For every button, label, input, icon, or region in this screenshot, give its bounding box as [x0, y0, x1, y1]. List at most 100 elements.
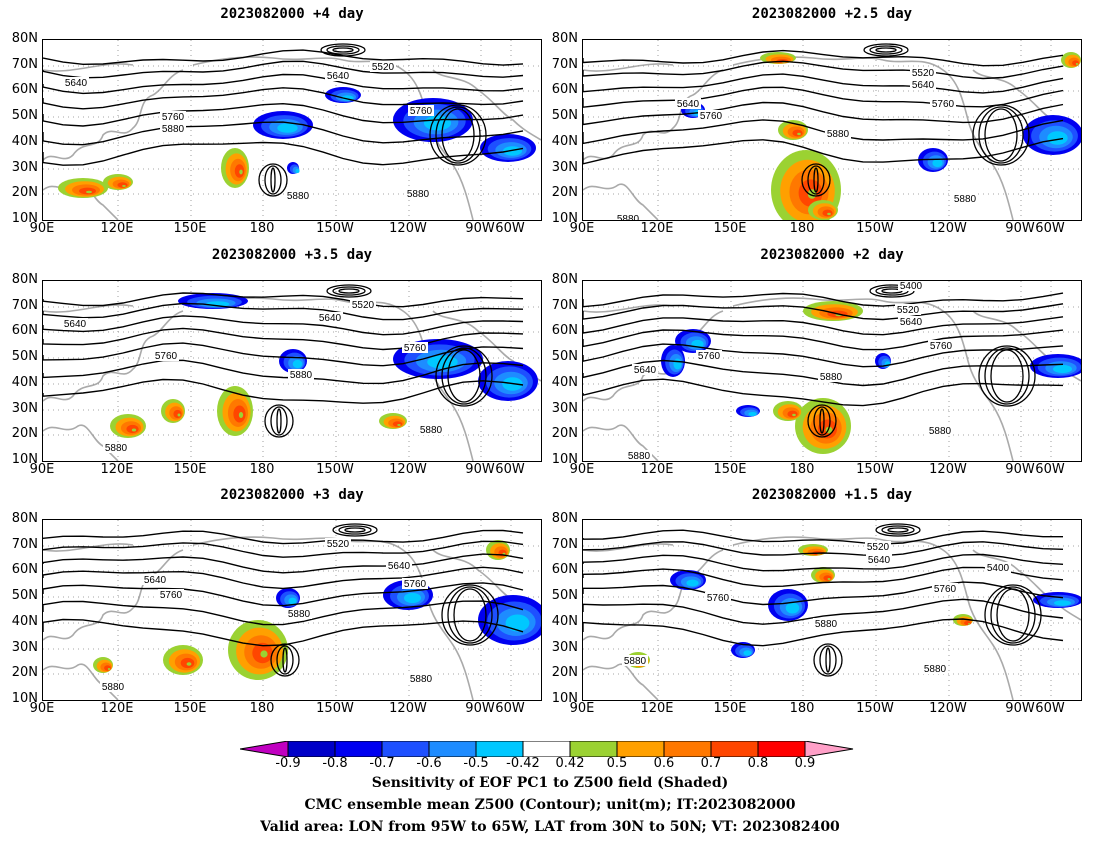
z500-contour-line: [583, 329, 1064, 351]
z500-contour-line: [43, 60, 524, 79]
lon-tick-label: 120E: [640, 701, 674, 716]
z500-closed-contour: [338, 525, 372, 535]
colorbar-segment: [428, 741, 477, 757]
lon-tick-label: 150W: [856, 701, 894, 716]
lat-tick-label: 70N: [551, 57, 578, 72]
contour-label-bg: [910, 79, 936, 90]
sensitivity-shading: [626, 544, 1081, 668]
z500-closed-contour: [875, 47, 897, 53]
sensitivity-patch: [1052, 364, 1073, 374]
lon-tick-label: 120W: [389, 221, 427, 236]
sensitivity-patch: [1047, 131, 1068, 145]
contour-label-bg: [160, 123, 186, 134]
colorbar-segment: [663, 741, 712, 757]
contour-label: 5400: [900, 281, 923, 292]
lat-tick-label: 80N: [11, 511, 38, 526]
lon-tick-label: 120E: [640, 221, 674, 236]
panel-title-2: 2023082000 +2.5 day: [751, 6, 913, 22]
contour-label: 5760: [410, 106, 433, 117]
map-panel-1: 5640 5760 5880 5880 5640 5520 5760 5880: [42, 39, 542, 221]
z500-closed-contour: [819, 408, 825, 434]
contour-label-bg: [62, 318, 88, 329]
z500-contour-line: [583, 292, 1064, 308]
sensitivity-patch: [748, 411, 757, 417]
sensitivity-patch: [104, 665, 111, 671]
contour-label-bg: [402, 578, 428, 589]
colorbar-tick-label: 0.8: [747, 756, 769, 771]
colorbar-segment: [381, 741, 430, 757]
lon-tick-label: 60W: [1035, 221, 1065, 236]
z500-contours: [43, 43, 524, 197]
coastline: [583, 63, 674, 72]
coastline: [192, 536, 344, 546]
z500-closed-contour: [984, 108, 1018, 162]
contour-label-bg: [100, 681, 126, 692]
z500-contour-line: [583, 49, 1064, 67]
contour-label-bg: [325, 70, 351, 81]
z500-contour-line: [43, 342, 524, 367]
lon-tick-label: 150E: [713, 701, 747, 716]
lat-tick-label: 20N: [551, 185, 578, 200]
lat-tick-label: 80N: [551, 31, 578, 46]
lat-tick-label: 30N: [551, 640, 578, 655]
panel-title-1: 2023082000 +4 day: [220, 6, 364, 22]
sensitivity-patch: [792, 413, 796, 417]
map-panel-6: 5520 5640 5400 5760 5760 5880 5880 5880: [582, 519, 1082, 701]
map-svg-6: 5520 5640 5400 5760 5760 5880 5880 5880: [583, 520, 1081, 700]
caption-line-1: Sensitivity of EOF PC1 to Z500 field (Sh…: [371, 775, 729, 791]
lat-tick-label: 30N: [11, 401, 38, 416]
contour-label-bg: [418, 424, 444, 435]
lat-tick-label: 40N: [551, 375, 578, 390]
coastline: [432, 69, 541, 141]
sensitivity-patch: [177, 413, 181, 417]
contour-label: 5880: [410, 674, 433, 685]
z500-closed-contour: [813, 643, 843, 677]
lon-tick-label: 60W: [495, 462, 525, 477]
contour-label-bg: [386, 560, 412, 571]
lat-tick-label: 70N: [551, 537, 578, 552]
z500-contour-line: [583, 598, 1064, 625]
z500-contour-line: [43, 566, 524, 590]
colorbar-right-arrow: [804, 741, 854, 757]
contour-label-bg: [286, 608, 312, 619]
lon-tick-label: 150W: [316, 221, 354, 236]
contour-label-bg: [930, 98, 956, 109]
lon-tick-label: 60W: [495, 701, 525, 716]
sensitivity-patch: [1054, 600, 1071, 606]
z500-closed-contour: [881, 525, 915, 535]
z500-contours: [583, 43, 1064, 197]
sensitivity-patch: [117, 182, 128, 188]
contour-label-bg: [103, 442, 129, 453]
contour-label-bg: [405, 188, 431, 199]
contour-label-bg: [288, 369, 314, 380]
caption-line-2: CMC ensemble mean Z500 (Contour); unit(m…: [304, 797, 796, 813]
contour-label: 5640: [388, 561, 411, 572]
colorbar-tick-label: -0.8: [322, 756, 348, 771]
colorbar-segment: [334, 741, 383, 757]
sensitivity-patch: [823, 575, 832, 581]
z500-closed-contour: [978, 106, 1024, 164]
contour-label: 5760: [155, 351, 178, 362]
lon-tick-label: 90E: [569, 221, 595, 236]
sensitivity-patch: [404, 592, 421, 604]
lat-tick-label: 80N: [551, 272, 578, 287]
contour-label-bg: [675, 98, 701, 109]
lon-tick-label: 180: [249, 221, 275, 236]
contour-label-bg: [408, 105, 434, 116]
lat-tick-label: 50N: [11, 108, 38, 123]
z500-closed-contour: [801, 163, 831, 197]
panel-title-5: 2023082000 +3 day: [220, 487, 364, 503]
colorbar-tick-label: 0.5: [606, 756, 628, 771]
sensitivity-patch: [797, 132, 801, 136]
lon-tick-label: 90E: [29, 221, 55, 236]
z500-closed-contour: [978, 345, 1036, 407]
colorbar-segment: [522, 741, 571, 757]
lon-tick-label: 150E: [713, 221, 747, 236]
contour-labels: 5640 5760 5880 5880 5520 5640 5760 5880: [62, 299, 444, 454]
sensitivity-patch: [292, 359, 303, 369]
contour-label-bg: [825, 128, 851, 139]
coastline: [583, 663, 659, 700]
z500-contour-line: [583, 529, 1063, 545]
